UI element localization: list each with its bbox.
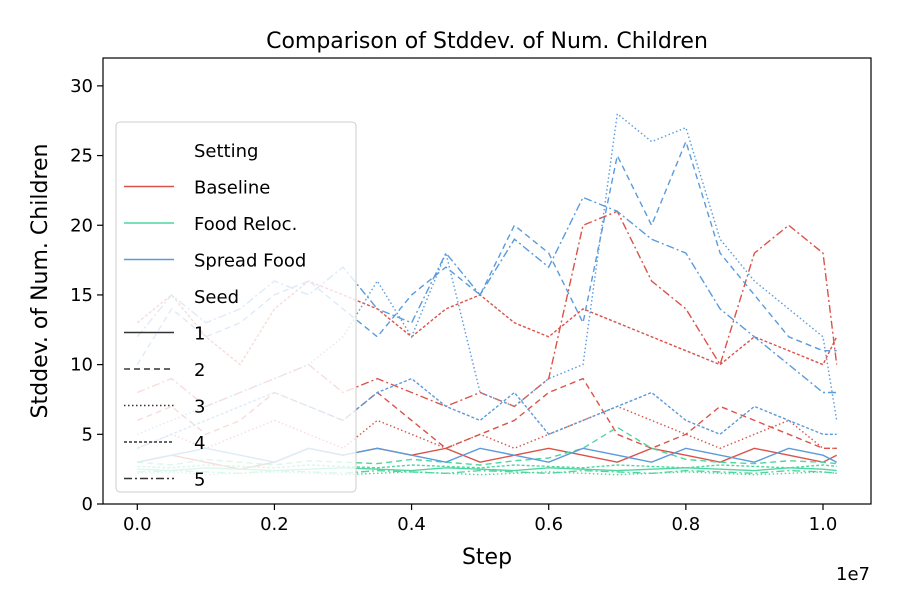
y-tick-label: 20: [70, 215, 93, 236]
series-line-spread-food-seed-5: [136, 196, 837, 394]
x-axis: 0.0 0.2 0.4 0.6 0.8 1.0: [123, 504, 837, 535]
y-axis: 0 5 10 15 20 25 30: [70, 76, 103, 515]
y-tick-label: 25: [70, 146, 93, 167]
x-tick-label: 0.8: [672, 514, 701, 535]
x-tick-label: 0.0: [123, 514, 152, 535]
legend-box: [115, 121, 357, 493]
y-tick-label: 0: [82, 494, 93, 515]
legend-title-seed: Seed: [194, 287, 239, 308]
axes-frame: [102, 57, 872, 505]
x-tick-label: 0.6: [534, 514, 563, 535]
y-tick-label: 30: [70, 76, 93, 97]
legend-entry: Food Reloc.: [194, 214, 297, 235]
legend-entry: 2: [194, 360, 205, 381]
legend-entry: Spread Food: [194, 251, 306, 272]
legend-entry: 5: [194, 470, 205, 491]
legend-entry: 1: [194, 324, 205, 345]
x-offset-label: 1e7: [836, 564, 870, 585]
y-tick-label: 15: [70, 285, 93, 306]
x-tick-label: 0.4: [397, 514, 426, 535]
x-axis-label: Step: [462, 545, 512, 570]
legend-entry: 3: [194, 397, 205, 418]
x-tick-label: 1.0: [809, 514, 838, 535]
y-tick-label: 10: [70, 355, 93, 376]
legend-title-setting: Setting: [194, 141, 258, 162]
legend-entry: 4: [194, 433, 205, 454]
series-line-spread-food-seed-4: [137, 377, 837, 449]
y-axis-label: Stddev. of Num. Children: [28, 144, 53, 419]
legend-entry: Baseline: [194, 178, 270, 199]
series-line-spread-food-seed-2: [136, 139, 837, 365]
y-tick-label: 5: [82, 424, 93, 445]
legend: Setting Baseline Food Reloc. Spread Food See…: [115, 121, 357, 493]
x-tick-label: 0.2: [260, 514, 289, 535]
chart-title: Comparison of Stddev. of Num. Children: [266, 29, 708, 54]
